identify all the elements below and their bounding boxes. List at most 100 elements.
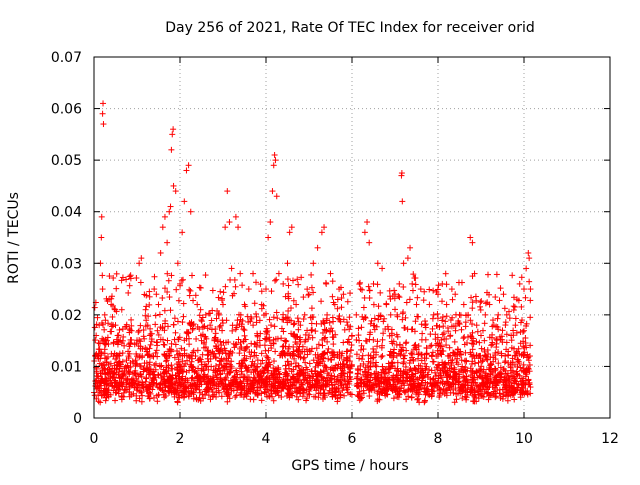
scatter-point [415, 313, 422, 320]
data-point [271, 151, 278, 158]
band-point [180, 313, 187, 320]
scatter-point [377, 289, 384, 296]
band-point [186, 341, 193, 348]
scatter-point [497, 285, 504, 292]
scatter-point [113, 285, 120, 292]
scatter-point [429, 315, 436, 322]
data-point [286, 229, 293, 236]
data-point [409, 280, 416, 287]
scatter-point [338, 304, 345, 311]
scatter-point [496, 297, 503, 304]
scatter-point [356, 281, 363, 288]
data-point [413, 301, 420, 308]
scatter-point [344, 298, 351, 305]
scatter-point [435, 282, 442, 289]
scatter-point [146, 301, 153, 308]
scatter-point [217, 288, 224, 295]
scatter-point [448, 286, 455, 293]
data-point [456, 311, 463, 318]
scatter-point [329, 278, 336, 285]
scatter-point [414, 294, 421, 301]
scatter-point [283, 337, 290, 344]
band-point [388, 359, 395, 366]
data-point [194, 301, 201, 308]
band-point [370, 345, 377, 352]
scatter-point [212, 330, 219, 337]
scatter-point [116, 326, 123, 333]
scatter-point [186, 292, 193, 299]
band-point [258, 397, 265, 404]
scatter-point [196, 284, 203, 291]
data-point [100, 121, 107, 128]
band-point [162, 358, 169, 365]
data-point [228, 265, 235, 272]
scatter-point [161, 341, 168, 348]
band-point [306, 360, 313, 367]
scatter-point [500, 291, 507, 298]
scatter-point [347, 290, 354, 297]
scatter-point [469, 305, 476, 312]
band-point [488, 342, 495, 349]
scatter-point [473, 297, 480, 304]
data-point [267, 219, 274, 226]
data-point [430, 311, 437, 318]
data-point [99, 110, 106, 117]
y-tick-label: 0.02 [51, 308, 82, 324]
scatter-point [279, 343, 286, 350]
data-point [224, 188, 231, 195]
scatter-point [526, 278, 533, 285]
chart-title: Day 256 of 2021, Rate Of TEC Index for r… [165, 20, 534, 36]
scatter-point [403, 299, 410, 306]
scatter-point [522, 294, 529, 301]
band-point [394, 359, 401, 366]
band-point [96, 360, 103, 367]
band-point [408, 394, 415, 401]
data-point [473, 322, 480, 329]
data-point [327, 270, 334, 277]
data-point [527, 286, 534, 293]
data-point [232, 213, 239, 220]
scatter-point [222, 283, 229, 290]
scatter-point [415, 351, 422, 358]
band-point [390, 395, 397, 402]
data-point [387, 311, 394, 318]
band-point [525, 357, 532, 364]
scatter-point [136, 327, 143, 334]
scatter-point [127, 340, 134, 347]
data-point [99, 286, 106, 293]
band-point [467, 317, 474, 324]
band-point [254, 363, 261, 370]
scatter-point [125, 289, 132, 296]
band-point [459, 395, 466, 402]
scatter-point [271, 277, 278, 284]
band-point [301, 354, 308, 361]
band-point [196, 312, 203, 319]
band-point [280, 343, 287, 350]
data-point [159, 224, 166, 231]
scatter-point [170, 321, 177, 328]
scatter-point [202, 272, 209, 279]
data-point [349, 332, 355, 339]
band-point [305, 390, 312, 397]
scatter-point [126, 282, 133, 289]
x-axis-label: GPS time / hours [291, 458, 408, 474]
scatter-point [428, 353, 435, 360]
scatter-point [219, 327, 226, 334]
band-point [154, 398, 161, 405]
scatter-point [396, 294, 403, 301]
data-point [417, 286, 424, 293]
scatter-point [219, 317, 226, 324]
scatter-point [474, 328, 481, 335]
data-point [181, 198, 188, 205]
data-point [523, 265, 530, 272]
data-point [187, 208, 194, 215]
x-tick-label: 0 [90, 431, 99, 447]
scatter-point [236, 350, 243, 357]
scatter-point [285, 282, 292, 289]
band-point [479, 358, 486, 365]
data-point [495, 311, 502, 318]
band-point [358, 342, 365, 349]
scatter-point [477, 303, 484, 310]
band-point [475, 359, 482, 366]
data-point [235, 224, 242, 231]
